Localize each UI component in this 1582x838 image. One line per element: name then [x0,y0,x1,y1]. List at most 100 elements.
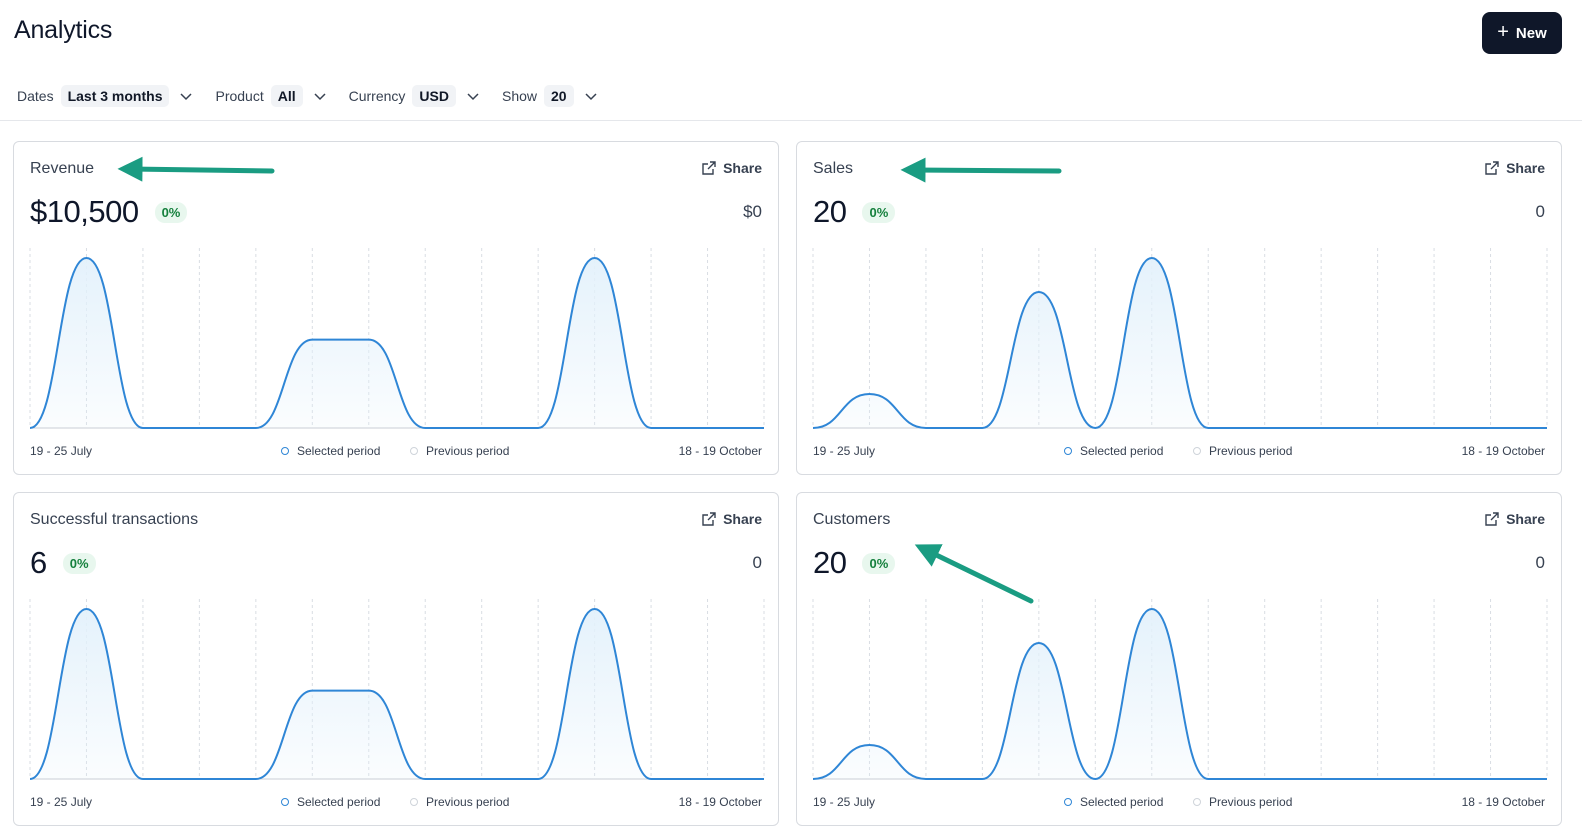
filter-bar: Dates Last 3 months Product All Currency… [17,84,620,108]
legend-dot-icon [281,798,289,806]
card-title: Revenue [30,160,95,177]
legend-previous-period: Previous period [1193,795,1292,809]
legend-label: Selected period [297,795,381,809]
filter-product[interactable]: Product All [215,85,326,107]
chart-footer: 19 - 25 July Selected period Previous pe… [30,795,762,811]
previous-value: 0 [752,553,762,572]
legend-label: Previous period [426,444,510,458]
filter-value: Last 3 months [60,85,170,107]
filter-value: 20 [544,85,574,107]
legend-selected-period: Selected period [1064,444,1163,458]
filter-show[interactable]: Show 20 [502,85,598,107]
change-badge: 0% [862,552,896,574]
chart-footer: 19 - 25 July Selected period Previous pe… [813,444,1545,460]
legend-label: Previous period [1209,795,1293,809]
share-label: Share [723,511,762,527]
external-link-icon [1485,161,1499,175]
filter-label: Product [215,88,264,104]
share-label: Share [1506,511,1545,527]
metric: $10,500 0% [30,194,188,230]
range-end: 18 - 19 October [678,444,762,458]
legend-label: Selected period [297,444,381,458]
legend-dot-icon [1193,447,1201,455]
plus-icon: + [1497,21,1509,43]
change-badge: 0% [862,201,896,223]
area-chart [812,248,1548,430]
legend-selected-period: Selected period [281,795,380,809]
previous-value: $0 [743,202,762,221]
external-link-icon [1485,512,1499,526]
series-line [29,256,764,429]
share-button[interactable]: Share [701,511,762,527]
legend-selected-period: Selected period [281,444,380,458]
area-chart [29,599,765,780]
page-title: Analytics [14,16,113,44]
share-button[interactable]: Share [1484,160,1545,176]
chevron-down-icon [585,93,597,101]
previous-value: 0 [1535,202,1545,221]
metric-value: 20 [813,545,847,580]
metric-value: $10,500 [30,194,139,229]
metric: 20 0% [813,545,896,581]
series-line [812,256,1547,430]
header-divider [0,120,1582,121]
area-chart [812,599,1548,781]
filter-label: Currency [348,88,406,104]
range-start: 19 - 25 July [30,444,93,458]
legend-dot-icon [410,447,418,455]
metric-value: 20 [813,194,847,229]
chevron-down-icon [180,93,193,101]
metric: 20 0% [813,194,896,230]
range-start: 19 - 25 July [813,444,876,458]
new-button[interactable]: + New [1482,12,1562,54]
legend-dot-icon [1064,447,1072,455]
previous-value: 0 [1535,553,1545,572]
successful-transactions-card: Successful transactions Share 6 0% 0 19 … [13,492,779,826]
area-chart [29,248,765,429]
filter-dates[interactable]: Dates Last 3 months [17,85,193,107]
chart-footer: 19 - 25 July Selected period Previous pe… [30,444,762,460]
area-fill [30,258,764,428]
filter-label: Dates [17,88,54,104]
legend-dot-icon [1193,798,1201,806]
series-line [29,607,764,780]
card-title: Customers [813,511,891,528]
chevron-down-icon [467,93,479,101]
legend-dot-icon [410,798,418,806]
card-title: Sales [813,160,854,177]
range-start: 19 - 25 July [30,795,93,809]
range-end: 18 - 19 October [1461,795,1545,809]
metric: 6 0% [30,545,96,581]
series-line [812,607,1547,781]
legend-dot-icon [1064,798,1072,806]
share-button[interactable]: Share [701,160,762,176]
legend-previous-period: Previous period [410,795,509,809]
chart-footer: 19 - 25 July Selected period Previous pe… [813,795,1545,811]
chevron-down-icon [314,93,326,101]
change-badge: 0% [154,201,188,223]
range-start: 19 - 25 July [813,795,876,809]
share-button[interactable]: Share [1484,511,1545,527]
filter-currency[interactable]: Currency USD [349,85,480,107]
card-title: Successful transactions [30,511,199,528]
sales-card: Sales Share 20 0% 0 19 - 25 July Selecte… [796,141,1562,475]
legend-selected-period: Selected period [1064,795,1163,809]
filter-value: USD [412,85,456,107]
filter-label: Show [501,88,538,104]
filter-value: All [270,85,303,107]
external-link-icon [702,512,716,526]
legend-label: Selected period [1080,795,1164,809]
revenue-card: Revenue Share $10,500 0% $0 19 - 25 July… [13,141,779,475]
legend-label: Selected period [1080,444,1164,458]
legend-label: Previous period [1209,444,1293,458]
metric-value: 6 [30,545,47,580]
legend-previous-period: Previous period [410,444,509,458]
legend-label: Previous period [426,795,510,809]
range-end: 18 - 19 October [1461,444,1545,458]
legend-dot-icon [281,447,289,455]
share-label: Share [1506,160,1545,176]
area-fill [30,609,764,779]
external-link-icon [702,161,716,175]
new-button-label: New [1515,24,1547,42]
share-label: Share [723,160,762,176]
